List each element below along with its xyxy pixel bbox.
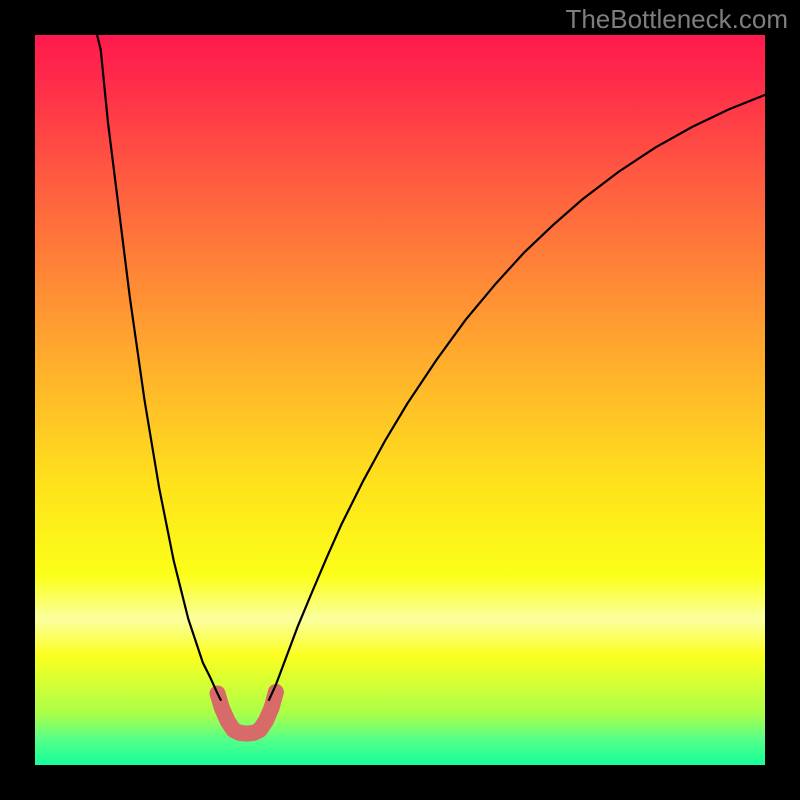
- plot-svg: [35, 35, 765, 765]
- plot-area: [35, 35, 765, 765]
- watermark-label: TheBottleneck.com: [565, 4, 788, 35]
